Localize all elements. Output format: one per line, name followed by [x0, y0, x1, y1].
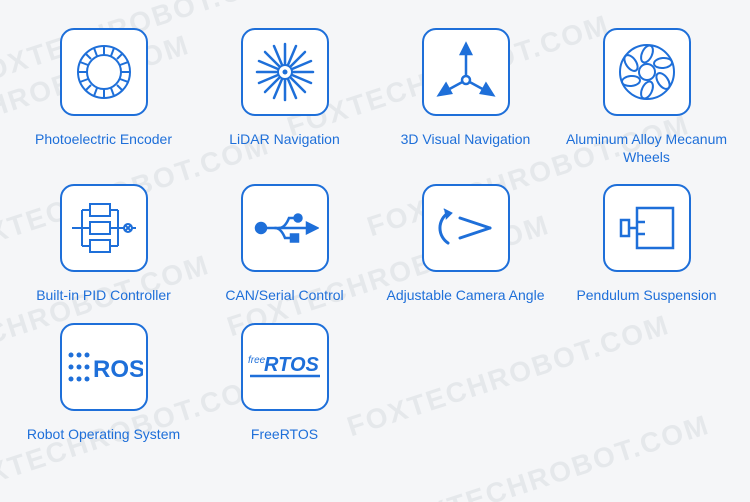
arrows3d-icon: [422, 28, 510, 116]
feature-label: Photoelectric Encoder: [35, 130, 172, 148]
feature-label: CAN/Serial Control: [225, 286, 343, 304]
feature-photoelectric-encoder: Photoelectric Encoder: [18, 28, 189, 166]
pid-icon: [60, 184, 148, 272]
feature-pid-controller: Built-in PID Controller: [18, 184, 189, 304]
encoder-icon: [60, 28, 148, 116]
feature-label: FreeRTOS: [251, 425, 318, 443]
feature-label: Aluminum Alloy Mecanum Wheels: [561, 130, 732, 166]
angle-icon: [422, 184, 510, 272]
feature-3d-visual-navigation: 3D Visual Navigation: [380, 28, 551, 166]
svg-text:RTOS: RTOS: [264, 354, 319, 376]
freertos-icon: free RTOS: [241, 323, 329, 411]
feature-label: Built-in PID Controller: [36, 286, 171, 304]
pendulum-icon: [603, 184, 691, 272]
feature-pendulum-suspension: Pendulum Suspension: [561, 184, 732, 304]
feature-can-serial: CAN/Serial Control: [199, 184, 370, 304]
feature-label: LiDAR Navigation: [229, 130, 340, 148]
lidar-icon: [241, 28, 329, 116]
feature-camera-angle: Adjustable Camera Angle: [380, 184, 551, 304]
feature-label: Robot Operating System: [27, 425, 180, 443]
feature-lidar-navigation: LiDAR Navigation: [199, 28, 370, 166]
mecanum-icon: [603, 28, 691, 116]
feature-label: 3D Visual Navigation: [401, 130, 531, 148]
feature-label: Adjustable Camera Angle: [387, 286, 545, 304]
feature-grid: Photoelectric Encoder LiDAR Navigation: [0, 0, 750, 463]
feature-ros: ROS Robot Operating System: [18, 323, 189, 443]
usb-icon: [241, 184, 329, 272]
svg-text:ROS: ROS: [93, 356, 143, 383]
feature-freertos: free RTOS FreeRTOS: [199, 323, 370, 443]
feature-mecanum-wheels: Aluminum Alloy Mecanum Wheels: [561, 28, 732, 166]
ros-icon: ROS: [60, 323, 148, 411]
feature-label: Pendulum Suspension: [576, 286, 716, 304]
